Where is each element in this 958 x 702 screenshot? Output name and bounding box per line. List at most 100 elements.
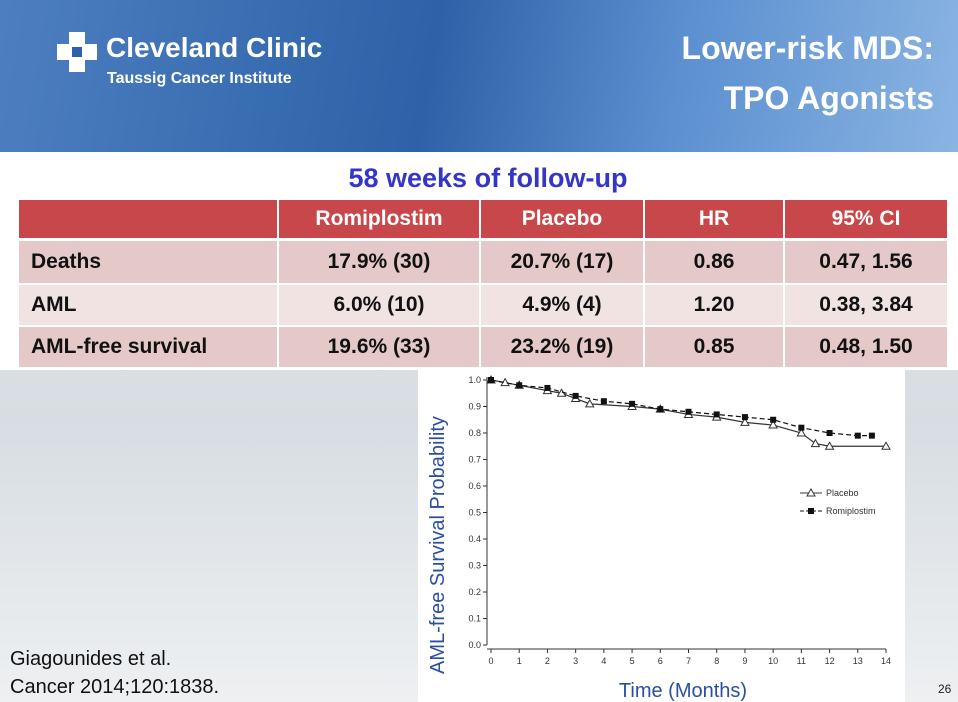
point: [713, 411, 720, 418]
point: [741, 414, 748, 421]
cell-text: 20.7% (17): [510, 250, 614, 273]
x-tick-label: 10: [768, 656, 778, 666]
table-cell: 0.38, 3.84: [785, 285, 947, 325]
cell-text: AML-free survival: [31, 335, 208, 358]
table-cell: 6.0% (10): [279, 285, 479, 325]
x-tick-label: 6: [658, 656, 663, 666]
point: [516, 382, 523, 389]
cell-text: 0.85: [693, 335, 735, 358]
cell-text: 0.47, 1.56: [819, 250, 913, 273]
y-tick-label: 1.0: [468, 375, 481, 385]
cell-text: 19.6% (33): [327, 335, 431, 358]
point: [826, 430, 833, 436]
y-tick-label: 0.5: [468, 508, 481, 518]
logo-icon: [57, 32, 97, 72]
y-tick-label: 0.3: [468, 561, 481, 571]
y-tick-label: 0.9: [468, 402, 481, 412]
legend-label: Romiplostim: [826, 506, 876, 516]
logo-subtitle: Taussig Cancer Institute: [107, 70, 292, 87]
point: [740, 417, 750, 426]
point: [796, 427, 807, 437]
x-tick-label: 12: [825, 656, 835, 666]
table-cell: Placebo: [481, 200, 643, 238]
x-tick-label: 13: [853, 656, 863, 666]
table-cell: Romiplostim: [279, 200, 479, 238]
point: [600, 398, 607, 405]
cell-text: HR: [698, 207, 730, 230]
point: [488, 377, 494, 383]
table-cell: 0.86: [645, 241, 783, 283]
table-cell: Deaths: [19, 241, 277, 283]
table-cell: 19.6% (33): [279, 327, 479, 367]
point: [584, 398, 595, 408]
cell-text: AML: [31, 293, 77, 316]
point: [854, 432, 861, 439]
slide-title: TPO Agonists: [723, 80, 934, 116]
slide-title: Lower-risk MDS:: [681, 30, 934, 66]
cell-text: 0.86: [693, 250, 735, 273]
table-cell: 20.7% (17): [481, 241, 643, 283]
point: [768, 420, 779, 429]
x-tick-label: 1: [517, 656, 522, 666]
cell-text: 23.2% (19): [510, 335, 614, 358]
table-cell: 23.2% (19): [481, 327, 643, 367]
x-tick-label: 7: [686, 656, 691, 666]
table-cell: 4.9% (4): [481, 285, 643, 325]
cell-text: 1.20: [693, 293, 735, 316]
cell-text: Deaths: [31, 250, 102, 273]
table-cell: 0.85: [645, 327, 783, 367]
x-axis-label: Time (Months): [619, 680, 747, 702]
cell-text: 17.9% (30): [327, 250, 431, 273]
point: [798, 424, 805, 431]
y-tick-label: 0.4: [468, 534, 481, 544]
x-tick-label: 14: [881, 656, 891, 666]
logo-title: Cleveland Clinic: [106, 32, 323, 63]
x-tick-label: 8: [714, 656, 719, 666]
y-axis-label: AML-free Survival Probability: [427, 416, 449, 674]
cell-text: Placebo: [521, 207, 603, 230]
y-tick-label: 0.8: [468, 428, 481, 438]
chart-panel: [418, 368, 905, 702]
legend-marker: [806, 487, 816, 497]
cell-text: 95% CI: [831, 207, 901, 230]
x-tick-label: 11: [797, 656, 806, 666]
y-tick-label: 0.7: [468, 455, 481, 465]
point: [868, 432, 875, 439]
y-tick-label: 0.1: [468, 614, 481, 624]
x-tick-label: 9: [742, 656, 747, 666]
header: Cleveland Clinic Taussig Cancer Institut…: [0, 0, 958, 155]
subtitle: 58 weeks of follow-up: [348, 163, 628, 193]
table-cell: 0.47, 1.56: [785, 241, 947, 283]
table-cell: HR: [645, 200, 783, 238]
table-cell: [19, 200, 277, 238]
y-tick-label: 0.2: [468, 587, 481, 597]
table-cell: AML: [19, 285, 277, 325]
point: [572, 392, 579, 399]
legend-marker: [808, 508, 814, 514]
point: [824, 441, 835, 450]
table-cell: 1.20: [645, 285, 783, 325]
citation: Giagounides et al.: [10, 648, 172, 670]
x-tick-label: 2: [545, 656, 550, 666]
point: [657, 406, 664, 413]
point: [685, 408, 692, 415]
point: [881, 441, 891, 450]
point: [544, 384, 551, 391]
cell-text: 6.0% (10): [333, 293, 425, 316]
y-tick-label: 0.0: [468, 640, 481, 650]
x-tick-label: 0: [488, 656, 493, 666]
cell-text: Romiplostim: [315, 207, 443, 230]
cell-text: 0.48, 1.50: [819, 335, 913, 358]
x-tick-label: 4: [601, 656, 606, 666]
point: [770, 416, 777, 423]
cell-text: 0.38, 3.84: [819, 293, 913, 316]
table-cell: AML-free survival: [19, 327, 277, 367]
legend-label: Placebo: [826, 488, 859, 498]
y-tick-label: 0.6: [468, 481, 481, 491]
table-cell: 95% CI: [785, 200, 947, 238]
citation: Cancer 2014;120:1838.: [10, 676, 220, 698]
page-number: 26: [938, 682, 952, 696]
x-tick-label: 5: [630, 656, 635, 666]
point: [810, 438, 821, 448]
